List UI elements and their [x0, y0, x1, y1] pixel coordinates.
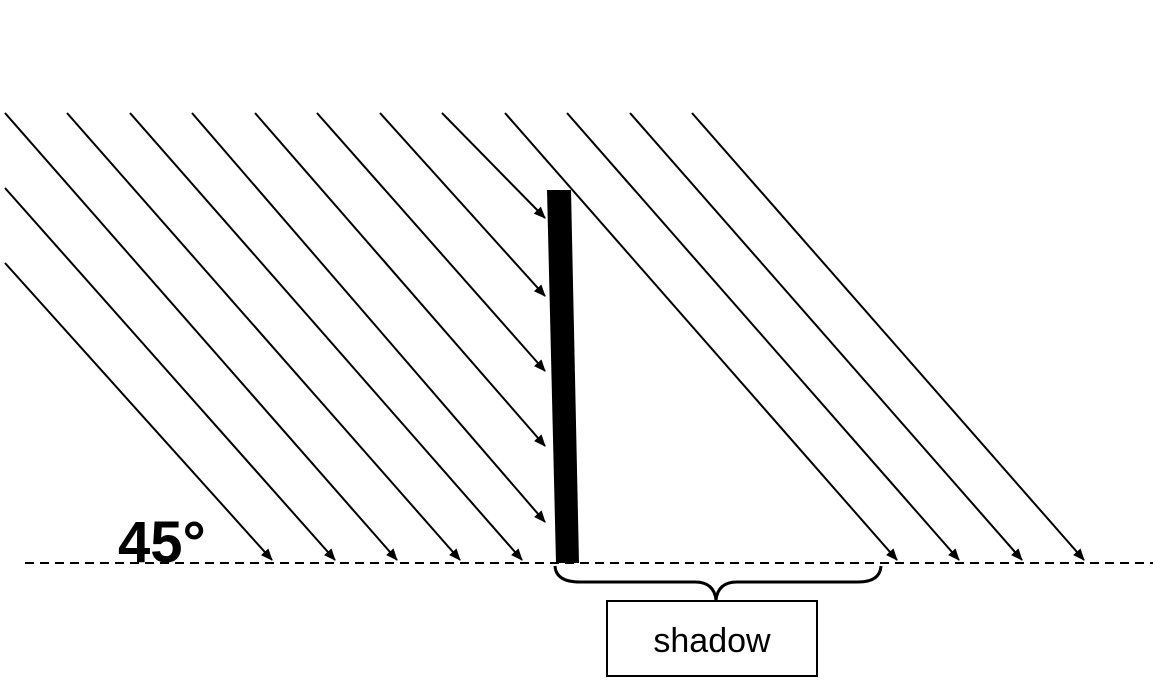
sun-rays: [4, 112, 1085, 561]
ray: [4, 262, 273, 561]
ray: [254, 112, 546, 447]
angle-label: 45°: [118, 510, 206, 575]
ray: [66, 112, 461, 561]
shadow-label: shadow: [653, 622, 771, 660]
shadow-brace: [553, 565, 883, 601]
ray: [566, 112, 960, 561]
ray: [691, 112, 1085, 561]
ray: [379, 112, 546, 297]
ray: [441, 112, 546, 219]
ray: [129, 112, 523, 561]
ray: [191, 112, 546, 523]
ray: [504, 112, 898, 561]
ray: [4, 187, 336, 561]
ray: [316, 112, 546, 372]
ray: [4, 112, 398, 561]
ray: [629, 112, 1023, 561]
shadow-box: [606, 600, 818, 677]
pole: [547, 190, 579, 563]
